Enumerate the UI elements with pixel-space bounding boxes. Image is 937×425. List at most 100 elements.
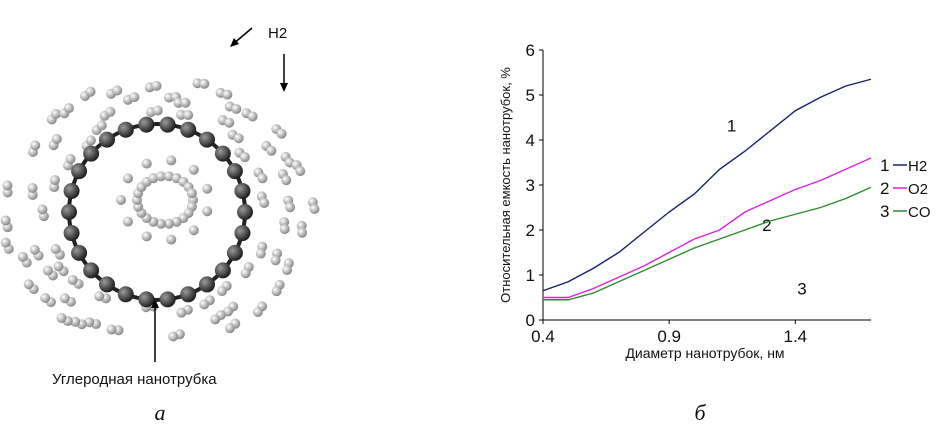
caption: а (155, 400, 166, 425)
hydrogen-atom (122, 173, 133, 184)
hydrogen-atom (239, 152, 250, 163)
legend-label: CO (908, 204, 931, 221)
legend-number: 3 (880, 202, 889, 221)
hydrogen-atom (65, 153, 76, 164)
hydrogen-atom (282, 265, 293, 276)
hydrogen-atom (255, 248, 266, 259)
carbon-atom (198, 276, 215, 293)
hydrogen-atom (222, 89, 233, 100)
h2-label: H2 (268, 25, 287, 42)
hydrogen-atom (151, 80, 162, 91)
x-tick-label: 1.4 (783, 327, 807, 346)
hydrogen-atom (176, 109, 187, 120)
curve-label: 1 (727, 116, 736, 135)
carbon-atom (63, 225, 80, 242)
hydrogen-atom (259, 197, 270, 208)
x-tick-label: 0.9 (657, 327, 681, 346)
carbon-atom (117, 121, 134, 138)
hydrogen-atom (50, 244, 61, 255)
caption: б (694, 400, 706, 425)
hydrogen-atom (53, 261, 64, 272)
hydrogen-atom (183, 110, 194, 121)
hydrogen-atom (297, 227, 308, 238)
hydrogen-atom (173, 97, 184, 108)
nanotube-label: Углеродная нанотрубка (52, 371, 217, 388)
hydrogen-atom (37, 204, 48, 215)
hydrogen-atom (266, 145, 277, 156)
hydrogen-atom (2, 187, 13, 198)
carbon-atom (214, 145, 231, 162)
hydrogen-atom (166, 234, 177, 245)
hydrogen-atom (279, 224, 290, 235)
hydrogen-atom (70, 316, 81, 327)
hydrogen-atom (84, 317, 95, 328)
hydrogen-atom (49, 175, 60, 186)
hydrogen-atom (271, 286, 282, 297)
hydrogen-atom (247, 111, 258, 122)
hydrogen-atom (166, 155, 177, 166)
y-tick-label: 2 (526, 221, 535, 240)
chart: 0 1 2 3 4 5 6 0.4 0.9 1.4 1 1 H2 2 2 O2 3 3 CO (526, 41, 931, 346)
nanotube-illustration (0, 78, 320, 342)
hydrogen-atom (171, 216, 182, 227)
legend-number: 1 (880, 156, 889, 175)
hydrogen-atom (129, 92, 140, 103)
arrow-head (280, 83, 288, 92)
hydrogen-atom (276, 128, 287, 139)
hydrogen-atom (233, 133, 244, 144)
carbon-atom (138, 116, 155, 133)
hydrogen-atom (176, 307, 187, 318)
hydrogen-atom (186, 188, 197, 199)
hydrogen-atom (231, 103, 242, 114)
x-tick-label: 0.4 (531, 327, 555, 346)
hydrogen-atom (59, 293, 70, 304)
carbon-atom (198, 131, 215, 148)
hydrogen-atom (156, 218, 167, 229)
hydrogen-atom (27, 183, 38, 194)
carbon-atom (214, 262, 231, 279)
hydrogen-atom (202, 183, 213, 194)
carbon-atom (83, 145, 100, 162)
hydrogen-atom (240, 268, 251, 279)
carbon-atom (159, 116, 176, 133)
hydrogen-atom (23, 279, 34, 290)
arrow-head (151, 299, 159, 308)
curve-label: 3 (797, 279, 806, 298)
carbon-atom (159, 291, 176, 308)
hydrogen-atom (295, 166, 306, 177)
line-series (542, 78, 872, 292)
x-axis-label: Диаметр нанотрубок, нм (625, 345, 784, 361)
legend-label: H2 (908, 158, 927, 175)
hydrogen-atom (0, 237, 11, 248)
hydrogen-atom (141, 158, 152, 169)
hydrogen-atom (281, 175, 292, 186)
y-tick-label: 5 (526, 86, 535, 105)
hydrogen-atom (252, 306, 263, 317)
hydrogen-atom (30, 140, 41, 151)
hydrogen-atom (50, 108, 61, 119)
hydrogen-atom (224, 323, 235, 334)
hydrogen-atom (270, 255, 281, 266)
carbon-atom (63, 182, 80, 199)
hydrogen-atom (63, 103, 74, 114)
carbon-atom (61, 204, 77, 220)
hydrogen-atom (122, 216, 133, 227)
hydrogen-atom (40, 293, 51, 304)
arrow-head (230, 38, 239, 47)
hydrogen-atom (199, 78, 210, 89)
carbon-atom (83, 262, 100, 279)
y-tick-label: 1 (526, 266, 535, 285)
hydrogen-atom (2, 180, 13, 191)
hydrogen-atom (17, 251, 28, 262)
hydrogen-atom (67, 274, 78, 285)
hydrogen-atom (105, 106, 116, 117)
hydrogen-atom (148, 173, 159, 184)
y-tick-label: 4 (526, 131, 535, 150)
hydrogen-atom (106, 324, 117, 335)
hydrogen-atom (85, 135, 96, 146)
carbon-atom (71, 244, 88, 261)
carbon-atom (226, 163, 243, 180)
hydrogen-atom (257, 173, 268, 184)
carbon-atom (138, 291, 155, 308)
